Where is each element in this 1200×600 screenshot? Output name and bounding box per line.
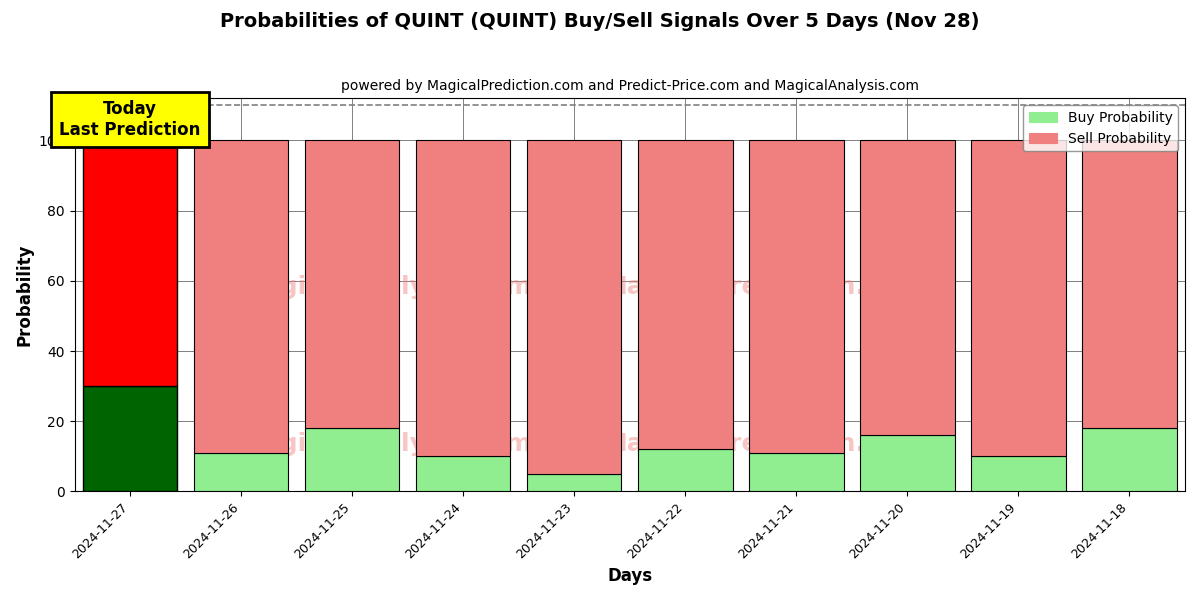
Bar	[1082, 140, 1177, 428]
Bar	[638, 449, 732, 491]
Bar	[527, 474, 622, 491]
Text: MagicalAnalysis.com: MagicalAnalysis.com	[239, 432, 533, 456]
Bar	[638, 140, 732, 449]
Text: MagicalPrediction.com: MagicalPrediction.com	[602, 275, 924, 299]
Bar	[749, 453, 844, 491]
Text: Probabilities of QUINT (QUINT) Buy/Sell Signals Over 5 Days (Nov 28): Probabilities of QUINT (QUINT) Buy/Sell …	[221, 12, 979, 31]
Bar	[971, 457, 1066, 491]
Bar	[860, 435, 955, 491]
Bar	[194, 453, 288, 491]
Legend: Buy Probability, Sell Probability: Buy Probability, Sell Probability	[1024, 105, 1178, 151]
Bar	[305, 140, 400, 428]
Text: MagicalPrediction.com: MagicalPrediction.com	[602, 432, 924, 456]
Title: powered by MagicalPrediction.com and Predict-Price.com and MagicalAnalysis.com: powered by MagicalPrediction.com and Pre…	[341, 79, 919, 93]
Text: MagicalAnalysis.com: MagicalAnalysis.com	[239, 275, 533, 299]
Bar	[527, 140, 622, 474]
Bar	[305, 428, 400, 491]
Text: Today
Last Prediction: Today Last Prediction	[60, 100, 200, 139]
Bar	[860, 140, 955, 435]
Bar	[416, 140, 510, 457]
X-axis label: Days: Days	[607, 567, 653, 585]
Y-axis label: Probability: Probability	[16, 244, 34, 346]
Bar	[83, 140, 178, 386]
Bar	[1082, 428, 1177, 491]
Bar	[749, 140, 844, 453]
Bar	[416, 457, 510, 491]
Bar	[83, 386, 178, 491]
Bar	[971, 140, 1066, 457]
Bar	[194, 140, 288, 453]
